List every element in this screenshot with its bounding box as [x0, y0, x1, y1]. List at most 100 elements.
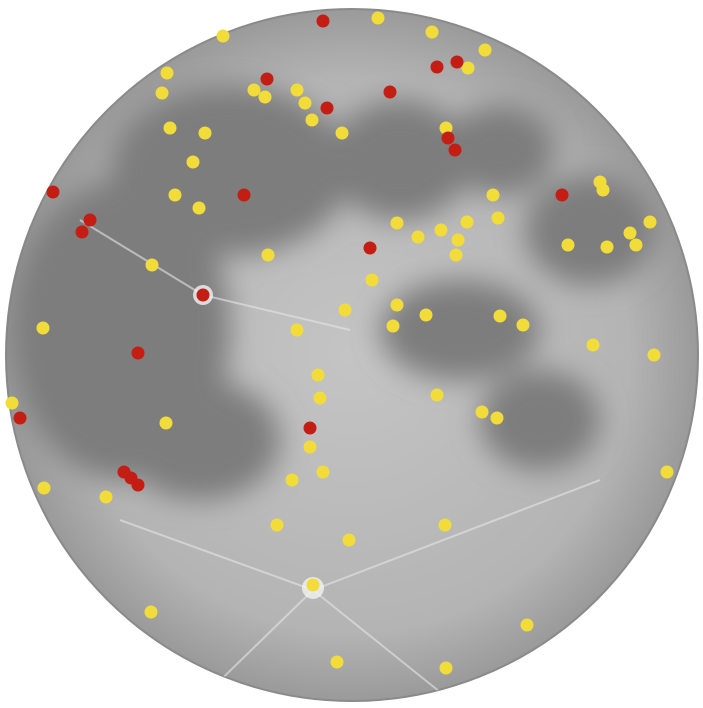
- yellow-marker: [365, 273, 379, 287]
- mare: [525, 175, 655, 285]
- yellow-marker: [247, 83, 261, 97]
- red-marker: [131, 478, 145, 492]
- red-marker: [83, 213, 97, 227]
- yellow-marker: [371, 11, 385, 25]
- yellow-marker: [419, 308, 433, 322]
- red-marker: [260, 72, 274, 86]
- yellow-marker: [155, 86, 169, 100]
- yellow-marker: [198, 126, 212, 140]
- yellow-marker: [478, 43, 492, 57]
- yellow-marker: [36, 321, 50, 335]
- yellow-marker: [434, 223, 448, 237]
- yellow-marker: [460, 215, 474, 229]
- yellow-marker: [623, 226, 637, 240]
- red-marker: [450, 55, 464, 69]
- yellow-marker: [596, 183, 610, 197]
- yellow-marker: [285, 473, 299, 487]
- red-marker: [441, 131, 455, 145]
- red-marker: [237, 188, 251, 202]
- yellow-marker: [99, 490, 113, 504]
- yellow-marker: [461, 61, 475, 75]
- yellow-marker: [5, 396, 19, 410]
- yellow-marker: [386, 319, 400, 333]
- yellow-marker: [216, 29, 230, 43]
- red-marker: [320, 101, 334, 115]
- ray: [202, 294, 351, 331]
- maria: [10, 85, 655, 500]
- yellow-marker: [192, 201, 206, 215]
- red-marker: [430, 60, 444, 74]
- yellow-marker: [163, 121, 177, 135]
- yellow-marker: [449, 248, 463, 262]
- red-marker: [75, 225, 89, 239]
- yellow-marker: [451, 233, 465, 247]
- yellow-marker: [561, 238, 575, 252]
- yellow-marker: [390, 216, 404, 230]
- yellow-marker: [586, 338, 600, 352]
- yellow-marker: [425, 25, 439, 39]
- yellow-marker: [647, 348, 661, 362]
- yellow-marker: [144, 605, 158, 619]
- red-marker: [363, 241, 377, 255]
- yellow-marker: [430, 388, 444, 402]
- mare: [480, 370, 600, 470]
- ray: [79, 219, 204, 296]
- yellow-marker: [486, 188, 500, 202]
- yellow-marker: [303, 440, 317, 454]
- ray-system: [79, 219, 601, 701]
- yellow-marker: [629, 238, 643, 252]
- yellow-marker: [313, 391, 327, 405]
- yellow-marker: [311, 368, 325, 382]
- yellow-marker: [145, 258, 159, 272]
- mare: [330, 100, 470, 220]
- yellow-marker: [660, 465, 674, 479]
- mare: [120, 380, 280, 500]
- yellow-marker: [438, 518, 452, 532]
- yellow-marker: [270, 518, 284, 532]
- yellow-marker: [37, 481, 51, 495]
- yellow-marker: [411, 230, 425, 244]
- yellow-marker: [305, 113, 319, 127]
- yellow-marker: [516, 318, 530, 332]
- red-marker: [448, 143, 462, 157]
- yellow-marker: [168, 188, 182, 202]
- yellow-marker: [491, 211, 505, 225]
- yellow-marker: [335, 126, 349, 140]
- mare: [445, 105, 555, 195]
- ray: [312, 479, 601, 591]
- yellow-marker: [475, 405, 489, 419]
- yellow-marker: [298, 96, 312, 110]
- site-markers: [5, 11, 674, 675]
- red-marker: [13, 411, 27, 425]
- red-marker: [383, 85, 397, 99]
- yellow-marker: [316, 465, 330, 479]
- yellow-marker: [290, 83, 304, 97]
- yellow-marker: [439, 121, 453, 135]
- yellow-marker: [338, 303, 352, 317]
- yellow-marker: [261, 248, 275, 262]
- yellow-marker: [290, 323, 304, 337]
- yellow-marker: [186, 155, 200, 169]
- yellow-marker: [520, 618, 534, 632]
- yellow-marker: [493, 309, 507, 323]
- yellow-marker: [159, 416, 173, 430]
- red-marker: [555, 188, 569, 202]
- yellow-marker: [600, 240, 614, 254]
- yellow-marker: [390, 298, 404, 312]
- red-marker: [131, 346, 145, 360]
- yellow-marker: [330, 655, 344, 669]
- yellow-marker: [160, 66, 174, 80]
- yellow-marker: [439, 661, 453, 675]
- red-marker: [46, 185, 60, 199]
- yellow-marker: [490, 411, 504, 425]
- mare: [380, 280, 540, 380]
- red-marker: [196, 288, 210, 302]
- yellow-marker: [342, 533, 356, 547]
- yellow-marker: [306, 578, 320, 592]
- red-marker: [303, 421, 317, 435]
- yellow-marker: [643, 215, 657, 229]
- yellow-marker: [258, 90, 272, 104]
